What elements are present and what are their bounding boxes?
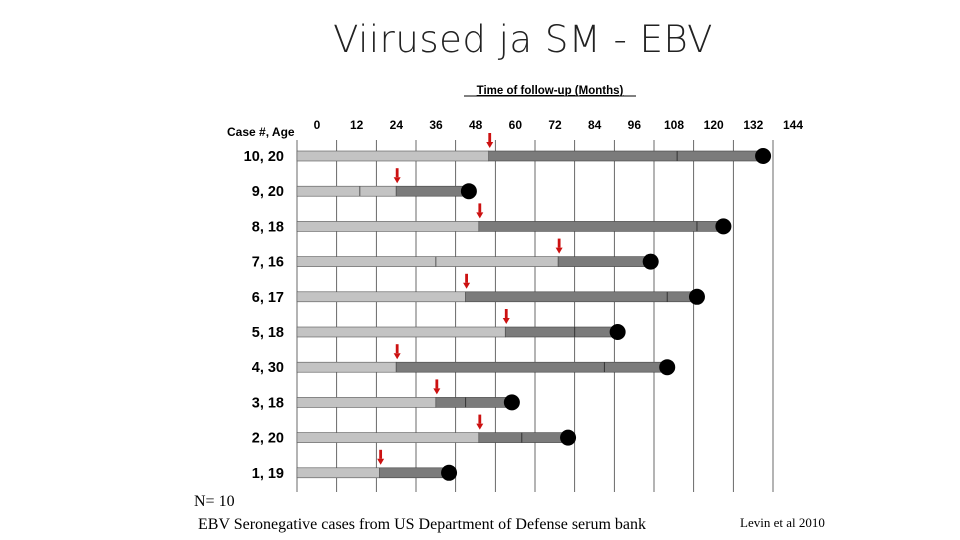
arrow-shaft-case-3 (435, 379, 439, 389)
endpoint-marker-case-8 (715, 218, 732, 235)
x-tick-label-0: 0 (314, 118, 321, 132)
x-tick-label-72: 72 (548, 118, 562, 132)
endpoint-marker-case-9 (460, 183, 477, 200)
x-tick-label-132: 132 (743, 118, 763, 132)
arrow-head-case-1 (377, 458, 385, 465)
arrow-shaft-case-6 (465, 273, 468, 283)
chart-title: Time of follow-up (Months) (477, 85, 624, 97)
x-tick-label-84: 84 (588, 118, 602, 132)
x-tick-label-120: 120 (704, 118, 724, 132)
endpoint-marker-case-3 (503, 394, 520, 411)
arrow-head-case-10 (486, 142, 494, 148)
bar-seropositive-case-4 (395, 361, 668, 373)
arrow-shaft-case-1 (379, 449, 383, 459)
case-label-10: 10, 20 (244, 149, 284, 165)
x-tick-label-12: 12 (350, 118, 364, 132)
bar-seronegative-case-7 (296, 256, 559, 267)
arrow-shaft-case-5 (504, 309, 508, 318)
case-label-9: 9, 20 (252, 184, 284, 200)
cohort-description: EBV Seronegative cases from US Departmen… (198, 516, 647, 533)
arrow-head-case-5 (502, 318, 510, 324)
case-label-1: 1, 19 (252, 466, 284, 482)
arrow-shaft-case-9 (395, 168, 399, 178)
x-tick-label-24: 24 (390, 118, 404, 132)
endpoint-marker-case-5 (609, 324, 626, 340)
case-label-3: 3, 18 (252, 395, 284, 411)
case-label-8: 8, 18 (252, 219, 284, 235)
arrow-head-case-4 (393, 353, 401, 360)
arrow-shaft-case-10 (488, 133, 492, 142)
bar-seronegative-case-9 (296, 185, 397, 197)
arrow-shaft-case-7 (557, 238, 561, 248)
endpoint-marker-case-7 (642, 253, 659, 270)
bar-seropositive-case-7 (557, 256, 651, 267)
bar-seropositive-case-2 (478, 432, 569, 443)
arrow-head-case-2 (476, 423, 484, 430)
endpoint-marker-case-6 (688, 288, 705, 305)
x-tick-label-60: 60 (509, 118, 523, 132)
bar-seronegative-case-1 (296, 467, 380, 479)
bar-seronegative-case-8 (296, 221, 480, 232)
bar-seropositive-case-8 (478, 221, 724, 232)
endpoint-marker-case-10 (755, 148, 772, 164)
y-axis-label: Case #, Age (227, 125, 295, 139)
bar-seronegative-case-6 (296, 291, 466, 303)
x-tick-label-108: 108 (664, 118, 684, 132)
bar-seronegative-case-3 (296, 397, 437, 408)
citation: Levin et al 2010 (740, 515, 825, 530)
arrow-shaft-case-4 (395, 344, 399, 354)
bar-seronegative-case-4 (296, 361, 397, 373)
case-label-6: 6, 17 (252, 290, 284, 306)
bar-seropositive-case-9 (395, 185, 470, 197)
arrow-shaft-case-2 (478, 414, 482, 424)
x-tick-label-96: 96 (628, 118, 642, 132)
endpoint-marker-case-2 (560, 429, 577, 446)
arrow-head-case-6 (463, 282, 471, 289)
x-tick-label-36: 36 (429, 118, 443, 132)
bar-seropositive-case-5 (504, 326, 618, 338)
sample-size-note: N= 10 (194, 493, 235, 510)
arrow-head-case-3 (433, 388, 441, 395)
endpoint-marker-case-1 (441, 464, 458, 481)
x-tick-label-144: 144 (783, 118, 803, 132)
case-label-7: 7, 16 (252, 255, 284, 271)
bar-seropositive-case-3 (435, 397, 513, 408)
x-tick-label-48: 48 (469, 118, 483, 132)
bar-seronegative-case-10 (296, 150, 490, 162)
bar-seropositive-case-6 (465, 291, 698, 303)
case-label-4: 4, 30 (252, 360, 284, 376)
arrow-head-case-8 (476, 212, 484, 219)
slide-title: Viirused ja SM - EBV (333, 18, 713, 61)
bar-seronegative-case-2 (296, 432, 480, 443)
case-label-5: 5, 18 (252, 325, 284, 341)
case-label-2: 2, 20 (252, 431, 284, 447)
bar-seropositive-case-10 (488, 150, 764, 162)
arrow-shaft-case-8 (478, 203, 482, 213)
bar-seropositive-case-1 (379, 467, 450, 479)
endpoint-marker-case-4 (659, 359, 676, 376)
bar-seronegative-case-5 (296, 326, 506, 338)
arrow-head-case-7 (555, 247, 563, 254)
arrow-head-case-9 (393, 177, 401, 184)
